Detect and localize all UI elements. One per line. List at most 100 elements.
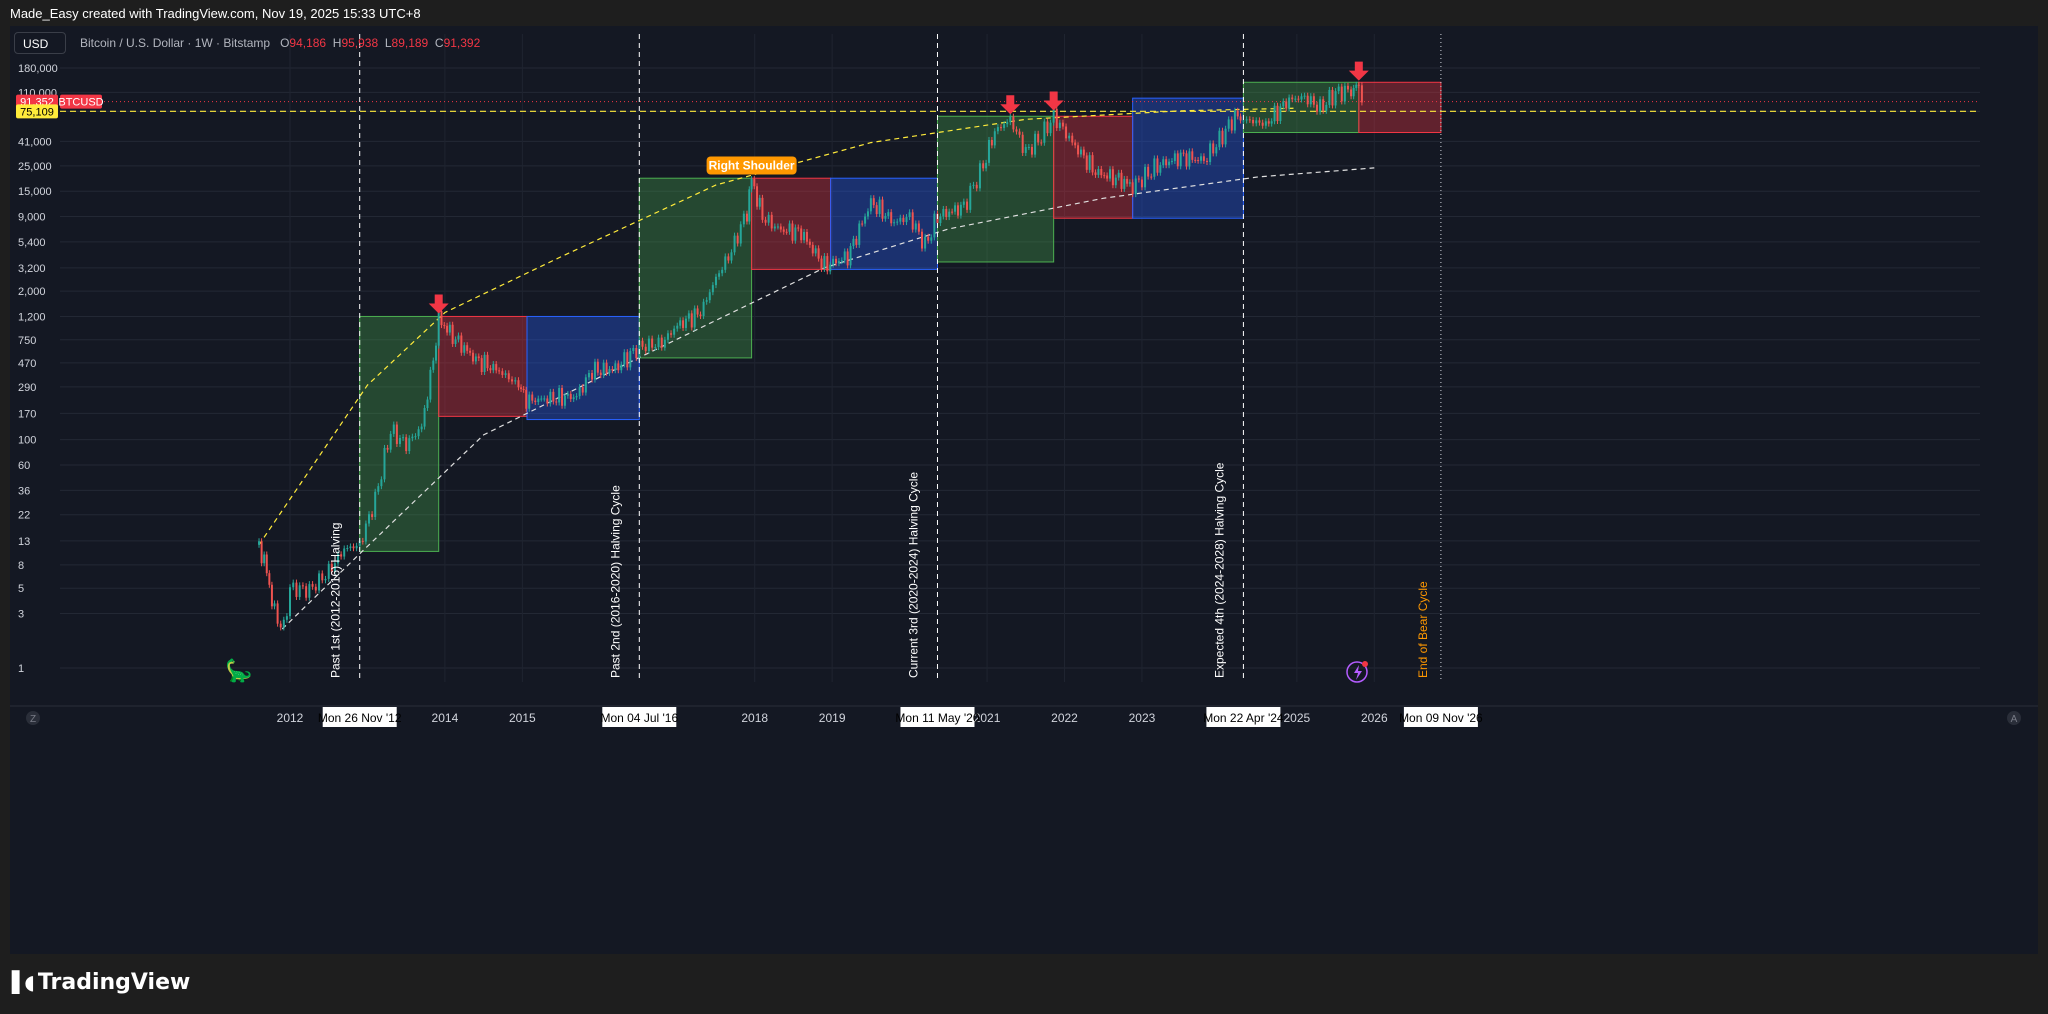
candle-body xyxy=(866,211,869,217)
candle-body xyxy=(471,352,474,362)
top-arrow-icon[interactable] xyxy=(1348,61,1369,81)
candle-body xyxy=(1058,122,1061,129)
candle-body xyxy=(959,204,962,216)
candle-body xyxy=(454,339,457,344)
candle-body xyxy=(591,372,594,380)
candle-body xyxy=(956,205,959,216)
y-tick-label: 1 xyxy=(18,663,24,675)
candle-body xyxy=(596,361,599,373)
chart-area[interactable]: 180,000110,00075,00041,00025,00015,0009,… xyxy=(10,26,2038,954)
candle-body xyxy=(905,217,908,223)
candle-body xyxy=(972,184,975,186)
candle-body xyxy=(756,186,759,207)
candle-body xyxy=(1285,101,1288,109)
top-arrow-icon[interactable] xyxy=(1043,91,1064,111)
cycle-zone-blue[interactable] xyxy=(830,177,938,270)
candle-body xyxy=(843,251,846,261)
upper-trend-arc[interactable] xyxy=(258,107,1297,546)
candle-body xyxy=(1170,161,1173,163)
candle-body xyxy=(632,347,635,351)
candle-body xyxy=(670,333,673,335)
candle-body xyxy=(617,363,620,371)
y-tick-label: 36 xyxy=(18,485,30,497)
candle-body xyxy=(1206,160,1209,162)
candle-body xyxy=(651,338,654,348)
candle-body xyxy=(954,205,957,212)
candle-body xyxy=(1123,178,1126,189)
currency-button[interactable]: USD xyxy=(14,32,66,54)
candle-body xyxy=(429,369,432,400)
candle-body xyxy=(773,226,776,229)
candle-body xyxy=(511,379,514,382)
candle-body xyxy=(996,127,999,132)
candle-body xyxy=(911,212,914,230)
tradingview-logo[interactable]: ▌◖ TradingView xyxy=(12,970,190,995)
lightning-icon[interactable] xyxy=(1346,661,1368,683)
candle-body xyxy=(1212,143,1215,154)
cycle-zone-blue[interactable] xyxy=(1132,97,1244,219)
candle-body xyxy=(1209,143,1212,162)
cycle-zone-green[interactable] xyxy=(638,177,753,359)
candle-body xyxy=(507,373,510,380)
candle-body xyxy=(1319,99,1322,112)
candle-body xyxy=(864,216,867,224)
candle-body xyxy=(962,201,965,205)
candle-body xyxy=(1291,97,1294,100)
y-tick-label: 170 xyxy=(18,408,36,420)
candle-body xyxy=(881,199,884,219)
halving-label: Past 1st (2012-2016) Halving xyxy=(329,523,343,678)
y-tick-label: 3,200 xyxy=(18,263,46,275)
right-shoulder-badge[interactable] xyxy=(706,156,797,175)
y-tick-label: 60 xyxy=(18,460,30,472)
candle-body xyxy=(593,361,596,380)
candle-body xyxy=(1350,89,1353,97)
candle-body xyxy=(1176,153,1179,167)
candle-body xyxy=(1111,169,1114,186)
candle-body xyxy=(884,215,887,219)
price-chart[interactable]: 180,000110,00075,00041,00025,00015,0009,… xyxy=(10,26,2038,954)
candle-body xyxy=(367,514,370,524)
halving-label: Expected 4th (2024-2028) Halving Cycle xyxy=(1212,462,1226,678)
candle-body xyxy=(635,347,638,359)
cycle-zone-blue[interactable] xyxy=(526,315,640,421)
candle-body xyxy=(1077,145,1080,155)
candle-body xyxy=(457,335,460,340)
candle-body xyxy=(572,397,575,400)
candle-body xyxy=(690,313,693,328)
symbol-name[interactable]: Bitcoin / U.S. Dollar · 1W · Bitstamp xyxy=(80,36,271,50)
candle-body xyxy=(794,227,797,241)
candle-body xyxy=(902,217,905,223)
cycle-zone-red[interactable] xyxy=(1358,81,1442,134)
candle-body xyxy=(1258,120,1261,123)
candle-body xyxy=(987,139,990,163)
right-shoulder-label: Right Shoulder xyxy=(709,158,795,172)
y-tick-label: 25,000 xyxy=(18,161,52,173)
candle-body xyxy=(1043,121,1046,143)
date-marker-box xyxy=(322,707,397,727)
candle-body xyxy=(492,364,495,371)
candle-body xyxy=(599,372,602,376)
candle-body xyxy=(985,162,988,169)
z-button[interactable] xyxy=(26,711,40,725)
x-tick-label: 2022 xyxy=(1051,711,1078,725)
candle-body xyxy=(1106,175,1109,179)
cycle-zone-red[interactable] xyxy=(751,177,832,270)
candle-body xyxy=(1144,166,1147,188)
candle-body xyxy=(575,396,578,398)
top-arrow-icon[interactable] xyxy=(428,294,449,314)
y-tick-label: 41,000 xyxy=(18,136,52,148)
candle-body xyxy=(982,163,985,169)
dinosaur-icon[interactable]: 🦕 xyxy=(225,658,252,683)
top-arrow-icon[interactable] xyxy=(1000,95,1021,115)
candle-body xyxy=(273,603,276,607)
candle-body xyxy=(611,369,614,371)
candle-body xyxy=(776,226,779,228)
candle-body xyxy=(327,563,330,579)
candle-body xyxy=(1185,153,1188,167)
candle-body xyxy=(745,213,748,222)
candle-body xyxy=(890,212,893,224)
a-button[interactable] xyxy=(2007,711,2021,725)
candle-body xyxy=(814,248,817,254)
candle-body xyxy=(1100,168,1103,176)
ref-price-badge xyxy=(16,104,58,119)
